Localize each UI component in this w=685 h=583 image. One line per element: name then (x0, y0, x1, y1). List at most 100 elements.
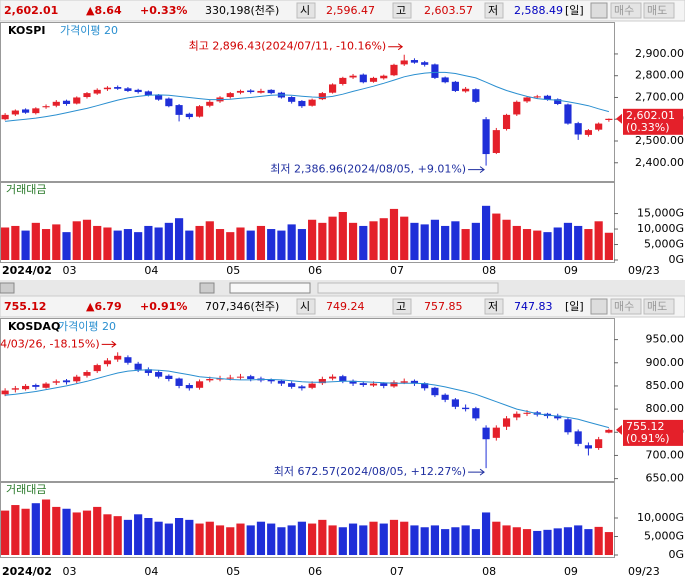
volume-bar (481, 205, 491, 260)
volume-bar (574, 525, 583, 555)
volume-bar (461, 525, 470, 555)
volume-bar (594, 526, 603, 555)
candle-body (62, 380, 71, 383)
candle-body (359, 74, 367, 83)
candle-body (175, 378, 183, 386)
header-box (643, 2, 675, 19)
candle-body (349, 380, 357, 384)
vol-y-tick-label: 10,000G (637, 511, 684, 524)
candle-body (195, 106, 204, 117)
volume-bar (492, 521, 501, 555)
x-tick-label: 08 (482, 264, 496, 277)
price-panel (0, 22, 615, 182)
volume-bar (41, 499, 51, 555)
volume-bar (31, 222, 40, 260)
candle-body (195, 381, 204, 388)
volume-bar (52, 506, 61, 555)
volume-bar (533, 530, 542, 555)
candle-body (390, 382, 398, 387)
candle-body (165, 98, 173, 107)
header-high-label: 고 (396, 4, 406, 17)
volume-bar (471, 529, 480, 555)
volume-bar (123, 229, 133, 260)
volume-bar (72, 512, 81, 555)
volume-bar (400, 216, 409, 260)
y-tick-label: 2,800.00 (635, 69, 684, 82)
candle-body (308, 383, 316, 388)
header-period: [일] (565, 299, 584, 313)
header-box (643, 298, 675, 315)
candle-body (431, 64, 439, 78)
scroll-right[interactable] (199, 282, 215, 294)
volume-bar (205, 521, 214, 555)
volume-bar (215, 525, 225, 555)
header-box (392, 298, 412, 315)
candle-body (206, 101, 214, 106)
zoom-slider[interactable] (229, 282, 311, 294)
header-low: 747.83 (514, 300, 553, 313)
volume-bar (31, 503, 40, 555)
y-tick-label: 2,700.00 (635, 90, 684, 103)
candle-body (165, 375, 173, 379)
settings-icon[interactable] (590, 2, 608, 19)
candle-body (318, 93, 326, 100)
volume-bar (512, 225, 521, 260)
candle-body (32, 385, 40, 387)
y-tick-label: 900.00 (646, 356, 685, 369)
candle-body (574, 431, 582, 444)
header-change: ▲8.64 (86, 4, 122, 17)
volume-bar (338, 212, 347, 260)
volume-bar (21, 508, 30, 555)
volume-bar (492, 213, 501, 260)
last-pct: (0.91%) (626, 432, 670, 445)
candle-body (584, 445, 592, 449)
candle-body (564, 104, 572, 124)
candle-body (502, 418, 511, 427)
candle-body (52, 381, 60, 383)
candle-body (462, 88, 470, 92)
volume-panel (0, 182, 615, 263)
volume-bar (185, 230, 194, 260)
candle-body (144, 369, 152, 373)
volume-bar (82, 510, 92, 555)
header-volume: 707,346(천주) (205, 299, 279, 313)
volume-bar (543, 232, 552, 260)
volume-bar (604, 532, 613, 555)
y-tick-label: 2,500.00 (635, 134, 684, 147)
candle-body (267, 379, 275, 382)
candle-body (441, 77, 449, 83)
header-low-label: 저 (488, 300, 498, 313)
candle-body (247, 376, 255, 379)
header-open: 2,596.47 (326, 4, 375, 17)
volume-bar (451, 221, 460, 260)
volume-bar (594, 221, 603, 260)
candle-body (554, 415, 562, 419)
candle-body (472, 408, 480, 419)
candle-body (298, 100, 306, 107)
volume-bar (226, 232, 235, 260)
candle-body (236, 376, 245, 378)
candle-body (369, 383, 378, 386)
candle-body (93, 365, 101, 372)
volume-bar (471, 222, 480, 260)
candle-body (595, 439, 603, 449)
volume-bar (277, 230, 286, 260)
vol-y-tick-label: 0G (668, 548, 684, 561)
x-end-label: 09/23 (628, 565, 660, 578)
scroll-left[interactable] (0, 282, 15, 294)
volume-bar (400, 521, 409, 555)
volume-bar (297, 229, 306, 260)
volume-bar (389, 519, 399, 555)
settings-icon[interactable] (590, 298, 608, 315)
candle-body (410, 380, 419, 384)
volume-bar (348, 523, 358, 555)
x-tick-label: 03 (63, 264, 77, 277)
tool-icons[interactable] (317, 282, 499, 294)
volume-bar (144, 225, 153, 260)
volume-bar (512, 527, 521, 555)
volume-bar (62, 232, 71, 260)
ma-line (5, 369, 610, 429)
volume-bar (441, 529, 450, 555)
volume-bar (420, 527, 429, 555)
volume-bar (93, 225, 102, 260)
